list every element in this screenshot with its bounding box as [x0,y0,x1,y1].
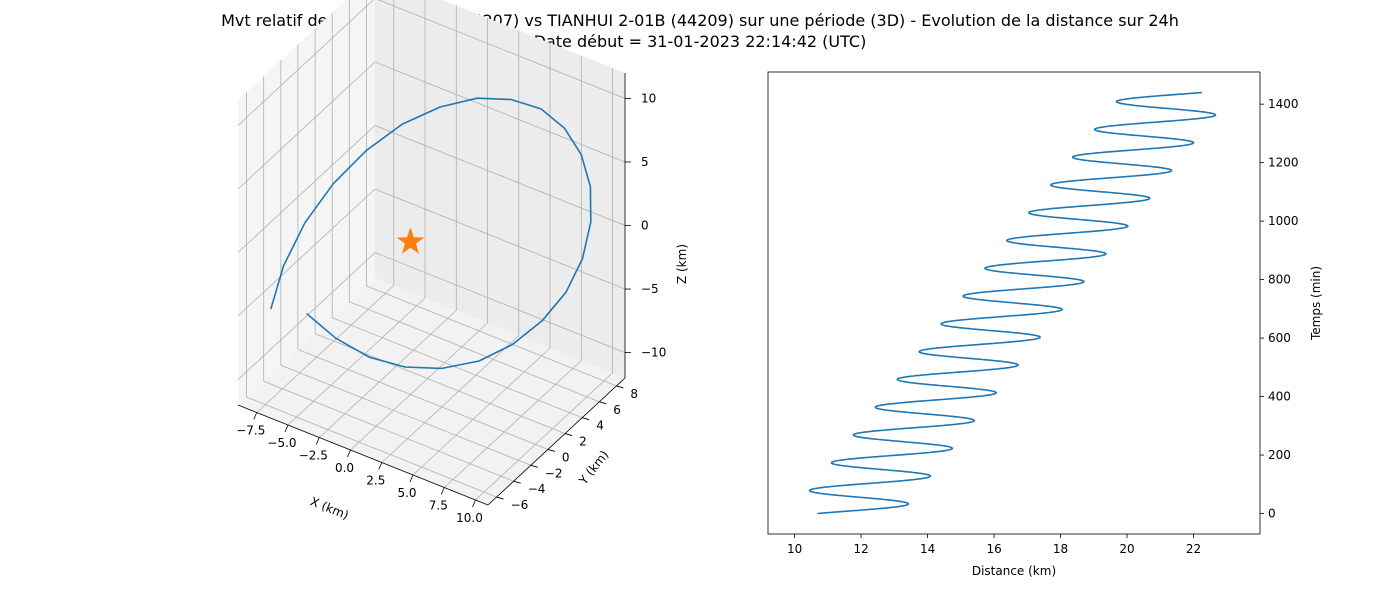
plot-3d-tick-labels: −7.5−5.0−2.50.02.55.07.510.0−6−4−202468−… [236,91,666,525]
trajectory-line [270,97,592,370]
x-tick-label: 12 [853,542,868,556]
y-tick-label: −2 [545,466,563,480]
figure-title-line2: Date début = 31-01-2023 22:14:42 (UTC) [534,32,867,51]
grid-z-back [374,252,626,353]
y-tick-label: 1200 [1268,156,1299,170]
plot-2d-data [808,91,1217,515]
z-tick-label: 10 [641,91,656,105]
y-tick-label: 200 [1268,448,1291,462]
grid-z-back [377,0,626,99]
x-tick-mark [378,462,383,470]
grid-z-back [374,188,626,290]
y-tick-mark [616,385,624,389]
grid-z-left [237,252,376,380]
x-tick-label: −2.5 [299,449,328,463]
y-tick-label: 1400 [1268,97,1299,111]
plot-2d-y-ticks: 0 200 400 600 800 1000 1200 1400 [1260,97,1299,521]
y-tick-mark [530,464,538,468]
reference-star-marker [396,227,425,254]
grid-z-left [237,188,376,317]
x-tick-label: 14 [920,542,935,556]
plot-distance-vs-time: 10 12 14 16 18 20 22 0 200 400 600 800 1000 1200 1400… [767,71,1323,578]
y-tick-mark [496,496,504,500]
grid-y-floor [246,396,497,498]
x-axis-line [237,404,489,506]
x-tick-label: 7.5 [429,499,448,513]
grid-y-floor [263,380,514,482]
grid-z-back [374,61,626,163]
distance-line [808,91,1217,515]
x-tick-mark [472,499,476,508]
y-tick-label: 400 [1268,390,1291,404]
y-tick-label: 0 [562,450,570,464]
plot-2d-x-axis-label: Distance (km) [972,564,1056,578]
grid-z-back [374,125,626,226]
y-tick-mark [582,417,590,421]
z-tick-label: −5 [641,282,659,296]
y-tick-label: −4 [528,482,546,496]
grid-y-floor [366,285,617,387]
plot-2d-y-axis-label: Temps (min) [1309,266,1323,341]
grid-y-floor [280,364,531,466]
y-tick-mark [513,480,521,484]
y-tick-label: 4 [596,419,604,433]
grid-x-floor [287,297,426,426]
x-tick-label: 2.5 [366,474,385,488]
grid-z-left [237,61,376,190]
plot-3d-data [270,97,592,370]
x-tick-label: 22 [1186,542,1201,556]
grid-x-floor [350,322,488,451]
plot-3d-gridlines [237,0,626,501]
grid-x-floor [381,335,520,463]
y-tick-label: 6 [613,403,621,417]
y-tick-label: 800 [1268,273,1291,287]
z-tick-label: 5 [641,155,649,169]
y-tick-label: 1000 [1268,214,1299,228]
grid-x-floor [475,372,613,501]
grid-y-floor [297,349,549,450]
x-tick-label: −7.5 [236,424,265,438]
grid-y-floor [349,301,600,403]
z-tick-label: −10 [641,346,666,360]
grid-y-floor [332,317,583,419]
plot-2d-x-ticks: 10 12 14 16 18 20 22 [787,534,1201,556]
grid-z-left [237,0,374,126]
x-tick-label: 16 [986,542,1001,556]
x-tick-label: 5.0 [397,486,416,500]
grid-x-floor [444,360,582,488]
grid-x-floor [256,285,395,413]
y-tick-label: 2 [579,435,587,449]
x-tick-label: 10 [787,542,802,556]
y-tick-label: 0 [1268,507,1276,521]
y-tick-mark [547,449,556,452]
plot-3d-panes [238,0,625,505]
grid-x-floor [412,347,551,476]
y-tick-label: 8 [630,387,638,401]
z-tick-label: 0 [641,219,649,233]
x-tick-mark [253,412,258,420]
x-tick-label: −5.0 [267,436,296,450]
y-tick-label: 600 [1268,331,1291,345]
x-tick-label: 0.0 [335,461,354,475]
pane-floor [238,278,625,505]
x-tick-label: 18 [1053,542,1068,556]
plot-3d-z-axis-label: Z (km) [675,244,689,284]
x-tick-mark [409,474,414,483]
x-tick-mark [284,424,289,433]
y-tick-label: −6 [511,498,529,512]
grid-z-left [237,125,376,253]
x-tick-mark [347,449,351,458]
x-tick-label: 10.0 [456,511,483,525]
plot-3d-trajectory: −7.5−5.0−2.50.02.55.07.510.0−6−4−202468−… [236,0,689,525]
x-tick-mark [440,487,445,495]
y-axis-line [487,377,626,506]
y-tick-mark [599,401,607,405]
x-tick-mark [315,437,320,445]
x-tick-label: 20 [1119,542,1134,556]
y-tick-mark [564,433,573,436]
grid-x-floor [319,310,457,438]
pane-back-wall [375,0,625,378]
